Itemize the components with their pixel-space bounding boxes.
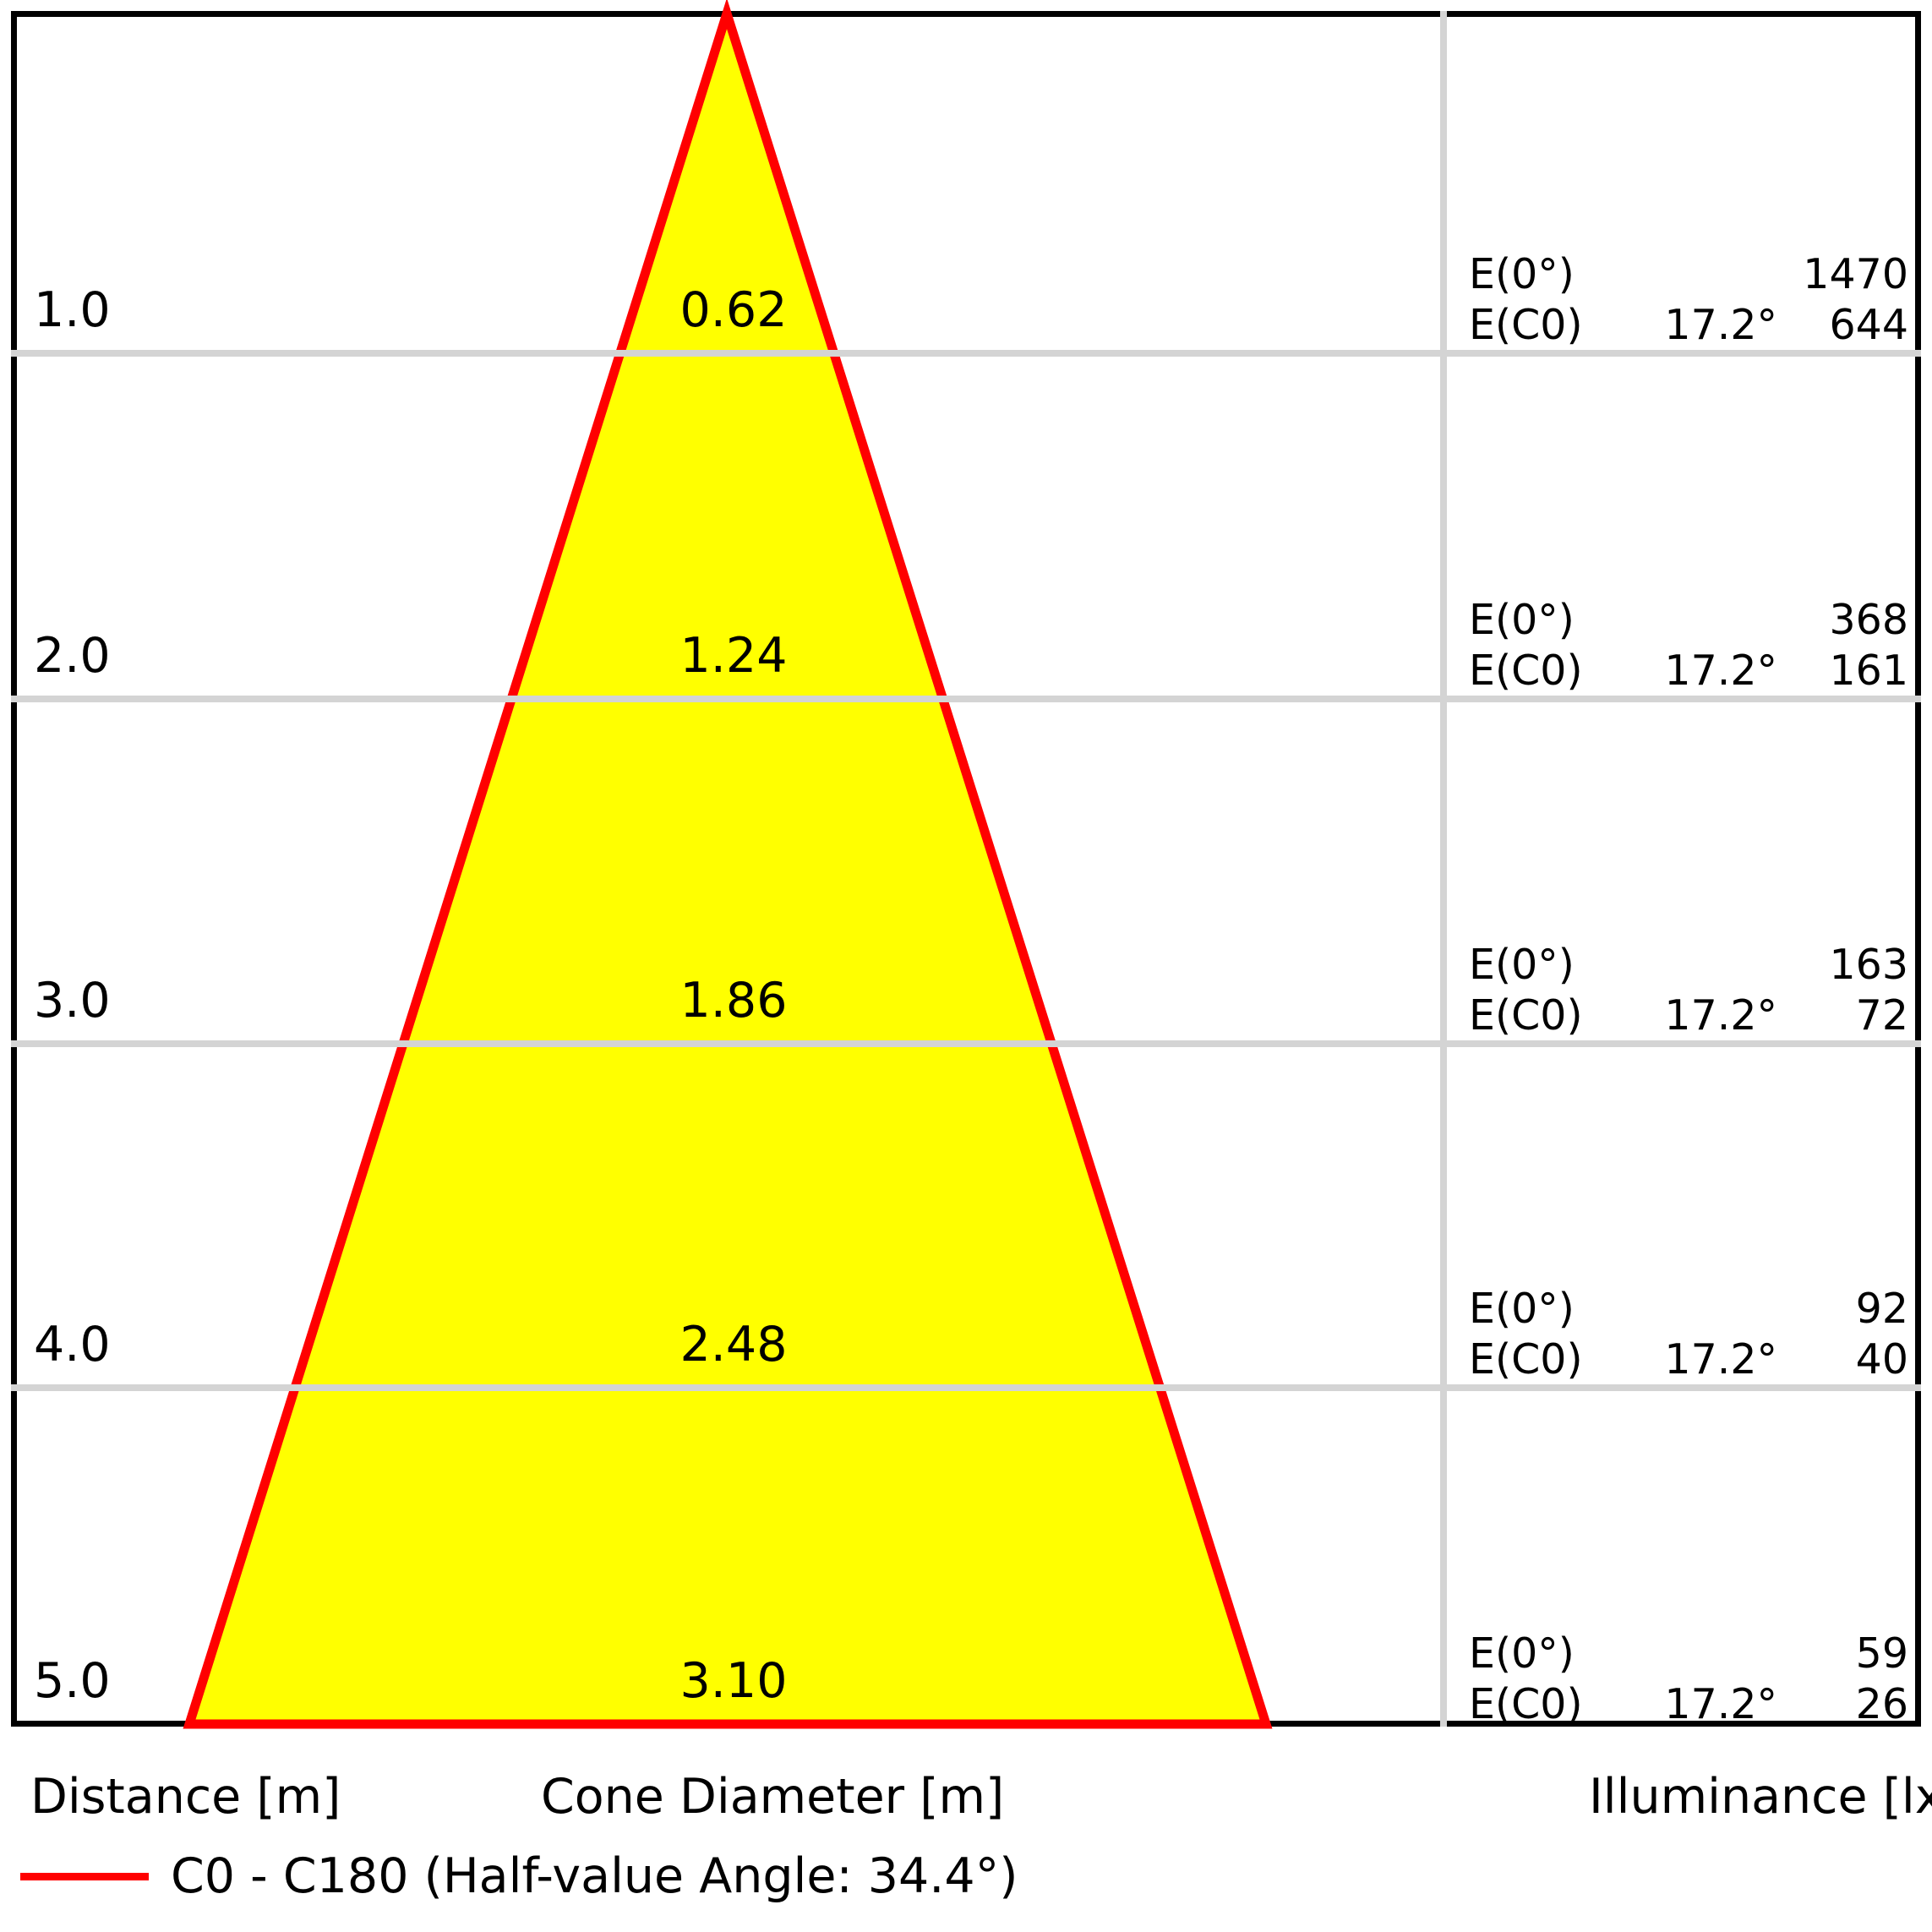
illuminance-row-ec0: E(C0) 17.2° 26 bbox=[1469, 1684, 1908, 1734]
illuminance-value-e0: 163 bbox=[1829, 941, 1908, 989]
cone-diameter-label-3: 1.86 bbox=[679, 973, 788, 1029]
axis-caption-illuminance: Illuminance [lx] bbox=[1589, 1769, 1932, 1825]
illuminance-row-e0: E(0°) 59 bbox=[1469, 1633, 1908, 1684]
illuminance-row-e0: E(0°) 1470 bbox=[1469, 254, 1908, 304]
distance-label-1: 1.0 bbox=[34, 282, 111, 338]
illuminance-row-ec0: E(C0) 17.2° 644 bbox=[1469, 304, 1908, 355]
illuminance-row-e0: E(0°) 368 bbox=[1469, 599, 1908, 650]
distance-label-5: 5.0 bbox=[34, 1653, 111, 1709]
illuminance-value-e0: 368 bbox=[1829, 596, 1908, 644]
illuminance-angle-ec0: 17.2° bbox=[1664, 1335, 1777, 1384]
illuminance-value-e0: 1470 bbox=[1803, 250, 1908, 298]
illuminance-row-e0: E(0°) 92 bbox=[1469, 1288, 1908, 1339]
illuminance-angle-ec0: 17.2° bbox=[1664, 647, 1777, 695]
illuminance-angle-ec0: 17.2° bbox=[1664, 1680, 1777, 1728]
illuminance-value-ec0: 26 bbox=[1855, 1680, 1908, 1728]
gridline-1 bbox=[11, 350, 1921, 357]
illuminance-label-ec0: E(C0) bbox=[1469, 301, 1583, 349]
legend: C0 - C180 (Half-value Angle: 34.4°) bbox=[20, 1849, 1018, 1903]
distance-label-4: 4.0 bbox=[34, 1317, 111, 1373]
illuminance-value-ec0: 40 bbox=[1855, 1335, 1908, 1384]
illuminance-label-ec0: E(C0) bbox=[1469, 647, 1583, 695]
panel-divider bbox=[1440, 11, 1447, 1727]
cone-diameter-label-4: 2.48 bbox=[679, 1317, 788, 1373]
illuminance-label-ec0: E(C0) bbox=[1469, 1680, 1583, 1728]
illuminance-block-1: E(0°) 1470 E(C0) 17.2° 644 bbox=[1469, 254, 1908, 355]
illuminance-row-ec0: E(C0) 17.2° 40 bbox=[1469, 1339, 1908, 1389]
illuminance-row-ec0: E(C0) 17.2° 161 bbox=[1469, 650, 1908, 701]
illuminance-angle-ec0: 17.2° bbox=[1664, 991, 1777, 1040]
illuminance-value-ec0: 72 bbox=[1855, 991, 1908, 1040]
gridline-2 bbox=[11, 696, 1921, 702]
legend-label: C0 - C180 (Half-value Angle: 34.4°) bbox=[171, 1847, 1018, 1904]
illuminance-label-e0: E(0°) bbox=[1469, 941, 1575, 989]
illuminance-value-e0: 92 bbox=[1855, 1285, 1908, 1333]
gridline-4 bbox=[11, 1384, 1921, 1391]
gridline-3 bbox=[11, 1040, 1921, 1047]
illuminance-label-e0: E(0°) bbox=[1469, 1285, 1575, 1333]
cone-diameter-label-2: 1.24 bbox=[679, 628, 788, 684]
distance-label-2: 2.0 bbox=[34, 628, 111, 684]
illuminance-row-e0: E(0°) 163 bbox=[1469, 944, 1908, 995]
cone-diameter-label-5: 3.10 bbox=[679, 1653, 788, 1709]
axis-caption-distance: Distance [m] bbox=[30, 1769, 341, 1825]
illuminance-angle-ec0: 17.2° bbox=[1664, 301, 1777, 349]
illuminance-label-ec0: E(C0) bbox=[1469, 991, 1583, 1040]
illuminance-value-ec0: 161 bbox=[1829, 647, 1908, 695]
illuminance-row-ec0: E(C0) 17.2° 72 bbox=[1469, 995, 1908, 1045]
illuminance-label-e0: E(0°) bbox=[1469, 596, 1575, 644]
illuminance-value-e0: 59 bbox=[1855, 1629, 1908, 1678]
illuminance-label-e0: E(0°) bbox=[1469, 1629, 1575, 1678]
illuminance-block-3: E(0°) 163 E(C0) 17.2° 72 bbox=[1469, 944, 1908, 1045]
illuminance-value-ec0: 644 bbox=[1829, 301, 1908, 349]
legend-line-swatch-icon bbox=[20, 1872, 149, 1880]
illuminance-block-5: E(0°) 59 E(C0) 17.2° 26 bbox=[1469, 1633, 1908, 1734]
illuminance-label-ec0: E(C0) bbox=[1469, 1335, 1583, 1384]
cone-diameter-label-1: 0.62 bbox=[679, 282, 788, 338]
axis-caption-cone-diameter: Cone Diameter [m] bbox=[541, 1769, 1005, 1825]
illuminance-label-e0: E(0°) bbox=[1469, 250, 1575, 298]
illuminance-block-4: E(0°) 92 E(C0) 17.2° 40 bbox=[1469, 1288, 1908, 1389]
distance-label-3: 3.0 bbox=[34, 973, 111, 1029]
illuminance-block-2: E(0°) 368 E(C0) 17.2° 161 bbox=[1469, 599, 1908, 701]
